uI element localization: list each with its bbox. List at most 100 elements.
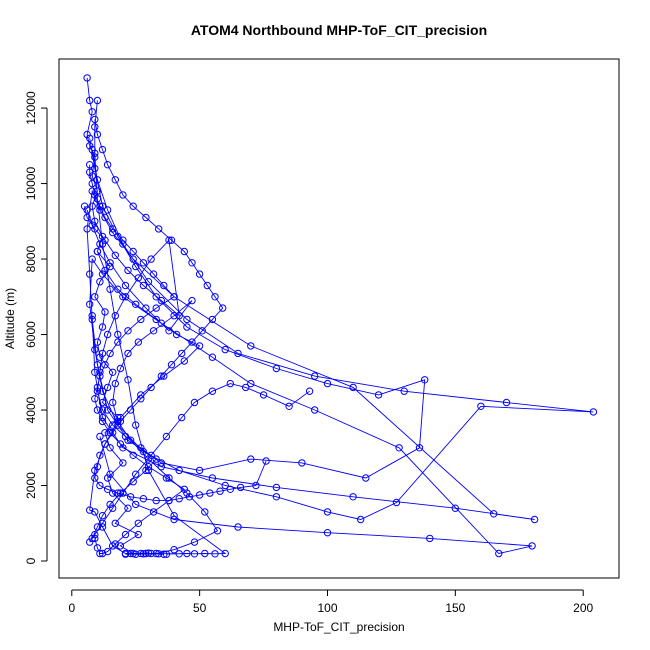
data-point xyxy=(106,262,114,271)
data-point xyxy=(124,327,132,335)
data-point xyxy=(495,549,503,558)
data-point xyxy=(91,395,99,403)
data-point xyxy=(180,357,189,365)
data-point xyxy=(323,379,332,388)
data-point xyxy=(311,406,319,414)
data-point xyxy=(208,387,217,395)
data-point xyxy=(349,493,357,501)
data-point xyxy=(132,550,140,558)
data-point xyxy=(185,493,194,501)
data-point xyxy=(116,489,125,497)
data-point xyxy=(183,323,191,331)
data-point xyxy=(139,447,148,456)
data-point xyxy=(175,550,183,558)
data-point xyxy=(180,247,189,256)
data-point xyxy=(83,206,91,214)
data-point xyxy=(134,338,143,346)
data-point xyxy=(93,523,102,531)
data-point xyxy=(91,191,99,199)
data-point xyxy=(124,436,132,444)
data-point xyxy=(139,259,148,267)
data-point xyxy=(121,281,130,290)
data-point xyxy=(144,463,153,471)
data-point xyxy=(103,547,112,556)
data-point xyxy=(103,206,112,214)
data-point xyxy=(124,504,132,512)
data-point xyxy=(195,466,204,475)
data-point xyxy=(109,228,117,237)
data-point xyxy=(114,232,122,241)
series-points xyxy=(80,74,598,558)
data-point xyxy=(88,255,96,263)
data-point xyxy=(213,527,222,535)
data-point xyxy=(426,534,434,543)
data-point xyxy=(142,213,150,222)
data-point xyxy=(106,470,114,478)
x-axis-label: MHP-ToF_CIT_precision xyxy=(273,620,404,634)
data-point xyxy=(91,225,99,233)
y-tick-label: 6000 xyxy=(24,321,38,348)
data-point xyxy=(201,549,209,558)
data-point xyxy=(129,247,137,256)
data-point xyxy=(88,172,96,180)
data-point xyxy=(211,550,219,558)
data-point xyxy=(98,417,107,426)
data-point xyxy=(121,432,130,441)
data-point xyxy=(132,500,140,509)
data-point xyxy=(188,338,196,346)
data-point xyxy=(96,278,104,286)
data-point xyxy=(101,236,109,244)
data-point xyxy=(101,266,109,275)
data-point xyxy=(98,398,107,407)
data-point xyxy=(116,364,125,373)
data-point xyxy=(98,512,107,520)
data-point xyxy=(88,221,96,229)
data-point xyxy=(247,379,255,388)
data-point xyxy=(242,383,250,392)
data-point xyxy=(116,413,125,422)
data-point xyxy=(165,474,173,482)
data-point xyxy=(101,440,109,448)
data-point xyxy=(132,262,140,271)
data-point xyxy=(144,466,153,475)
data-point xyxy=(93,247,102,256)
data-point xyxy=(86,300,94,308)
data-point xyxy=(91,293,99,301)
data-point xyxy=(167,236,176,244)
data-point xyxy=(134,519,143,527)
data-point xyxy=(208,353,217,361)
data-point xyxy=(157,296,166,305)
data-point xyxy=(88,145,96,154)
data-point xyxy=(98,349,107,358)
data-point xyxy=(91,530,99,539)
data-point xyxy=(88,179,96,188)
data-point xyxy=(114,489,122,497)
data-point xyxy=(216,487,224,495)
data-point xyxy=(126,436,135,444)
data-point xyxy=(88,108,96,116)
data-point xyxy=(221,549,229,558)
data-point xyxy=(137,315,145,324)
data-point xyxy=(165,327,173,335)
data-point xyxy=(83,74,91,82)
data-point xyxy=(96,481,104,490)
data-point xyxy=(109,489,117,497)
data-point xyxy=(116,542,125,550)
data-point xyxy=(490,510,498,518)
data-point xyxy=(183,315,191,324)
data-point xyxy=(96,368,104,376)
data-point xyxy=(589,408,598,416)
data-point xyxy=(109,368,117,376)
data-point xyxy=(175,466,183,475)
data-point xyxy=(86,134,94,143)
data-point xyxy=(119,236,127,244)
data-point xyxy=(160,281,168,290)
data-point xyxy=(349,383,357,392)
data-point xyxy=(86,270,94,278)
data-point xyxy=(88,534,96,543)
data-point xyxy=(134,274,143,282)
data-point xyxy=(170,546,178,554)
data-point xyxy=(91,534,99,543)
data-point xyxy=(221,481,229,490)
